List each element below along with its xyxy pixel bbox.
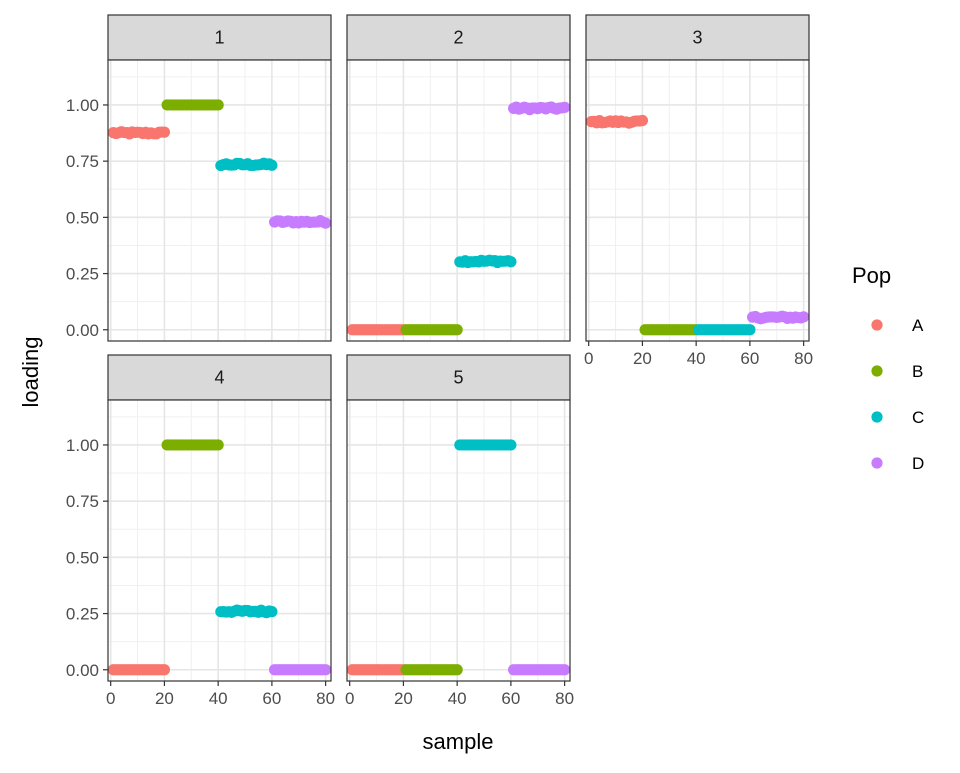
x-axis-title: sample: [423, 729, 494, 754]
panel-1-y-tick-label: 0.00: [66, 321, 99, 340]
panel-4-strip-label: 4: [214, 368, 224, 388]
panel-4-y-tick-label: 0.75: [66, 492, 99, 511]
point-A-panel-4: [158, 664, 171, 676]
panel-5-x-tick-label: 80: [555, 689, 574, 708]
panel-5-strip: [346, 354, 571, 401]
legend-key-C: [871, 411, 883, 423]
point-B-panel-5: [451, 664, 463, 676]
point-B-panel-4: [212, 439, 224, 451]
panel-5-x-tick-label: 20: [394, 689, 413, 708]
panel-3-x-tick-label: 80: [794, 349, 813, 368]
panel-2-strip: [346, 14, 571, 61]
point-D-panel-3: [798, 311, 810, 323]
point-D-panel-2: [559, 101, 571, 113]
point-D-panel-5: [559, 664, 571, 676]
panel-4-points: [107, 439, 332, 676]
panel-4-strip: [107, 354, 332, 401]
panel-3-x-tick-label: 20: [633, 349, 652, 368]
panel-1-y-tick-label: 0.25: [66, 265, 99, 284]
point-C-panel-1: [266, 159, 278, 171]
point-A-panel-1: [158, 126, 171, 138]
panel-1-strip: [107, 14, 332, 61]
panel-3-x-tick-label: 0: [584, 349, 593, 368]
legend-key-D: [871, 457, 883, 469]
panel-3-background: [586, 60, 809, 341]
legend-label-B: B: [912, 362, 923, 381]
panel-2-border: [346, 59, 571, 342]
panel-4-x-tick-label: 80: [316, 689, 335, 708]
panel-4-y-tick-label: 1.00: [66, 436, 99, 455]
point-B-panel-1: [212, 99, 224, 111]
panel-4-y-tick-label: 0.50: [66, 548, 99, 567]
y-axis-title: loading: [18, 337, 43, 408]
panel-4-y-tick-label: 0.00: [66, 661, 99, 680]
panel-4-border: [107, 399, 332, 682]
legend-key-A: [871, 319, 883, 331]
panel-1-y-tick-label: 1.00: [66, 96, 99, 115]
panel-4-x-tick-label: 0: [106, 689, 115, 708]
panel-2-background: [347, 60, 570, 341]
panel-1-y-tick-label: 0.75: [66, 152, 99, 171]
legend-label-A: A: [912, 316, 924, 335]
legend-label-C: C: [912, 408, 924, 427]
panel-5-points: [346, 439, 571, 676]
panel-1-strip-label: 1: [214, 28, 224, 48]
legend-key-B: [871, 365, 883, 377]
panel-5-x-tick-label: 40: [448, 689, 467, 708]
panel-3-strip: [585, 14, 810, 61]
point-D-panel-4: [320, 664, 332, 676]
point-B-panel-2: [451, 324, 463, 336]
panel-1-y-tick-label: 0.50: [66, 208, 99, 227]
panel-3-x-tick-label: 60: [740, 349, 759, 368]
panel-5-strip-label: 5: [453, 368, 463, 388]
panel-3-strip-label: 3: [692, 28, 702, 48]
point-C-panel-5: [505, 439, 517, 451]
panel-3-border: [585, 59, 810, 342]
point-C-panel-3: [744, 324, 756, 336]
point-D-panel-1: [320, 217, 332, 229]
panel-4-x-tick-label: 20: [155, 689, 174, 708]
panel-2-points: [346, 101, 571, 336]
point-A-panel-3: [636, 114, 649, 127]
point-C-panel-4: [266, 606, 278, 618]
panel-1-border: [107, 59, 332, 342]
panel-4-x-tick-label: 60: [262, 689, 281, 708]
panel-5-border: [346, 399, 571, 682]
panel-3-points: [585, 114, 810, 336]
panel-2-strip-label: 2: [453, 28, 463, 48]
panel-1-points: [107, 99, 332, 229]
panel-4-x-tick-label: 40: [209, 689, 228, 708]
panel-5-x-tick-label: 0: [345, 689, 354, 708]
point-C-panel-2: [505, 256, 517, 268]
legend-label-D: D: [912, 454, 924, 473]
panel-4-y-tick-label: 0.25: [66, 605, 99, 624]
panel-5-x-tick-label: 60: [501, 689, 520, 708]
legend-title: Pop: [852, 263, 891, 288]
panel-3-x-tick-label: 40: [687, 349, 706, 368]
